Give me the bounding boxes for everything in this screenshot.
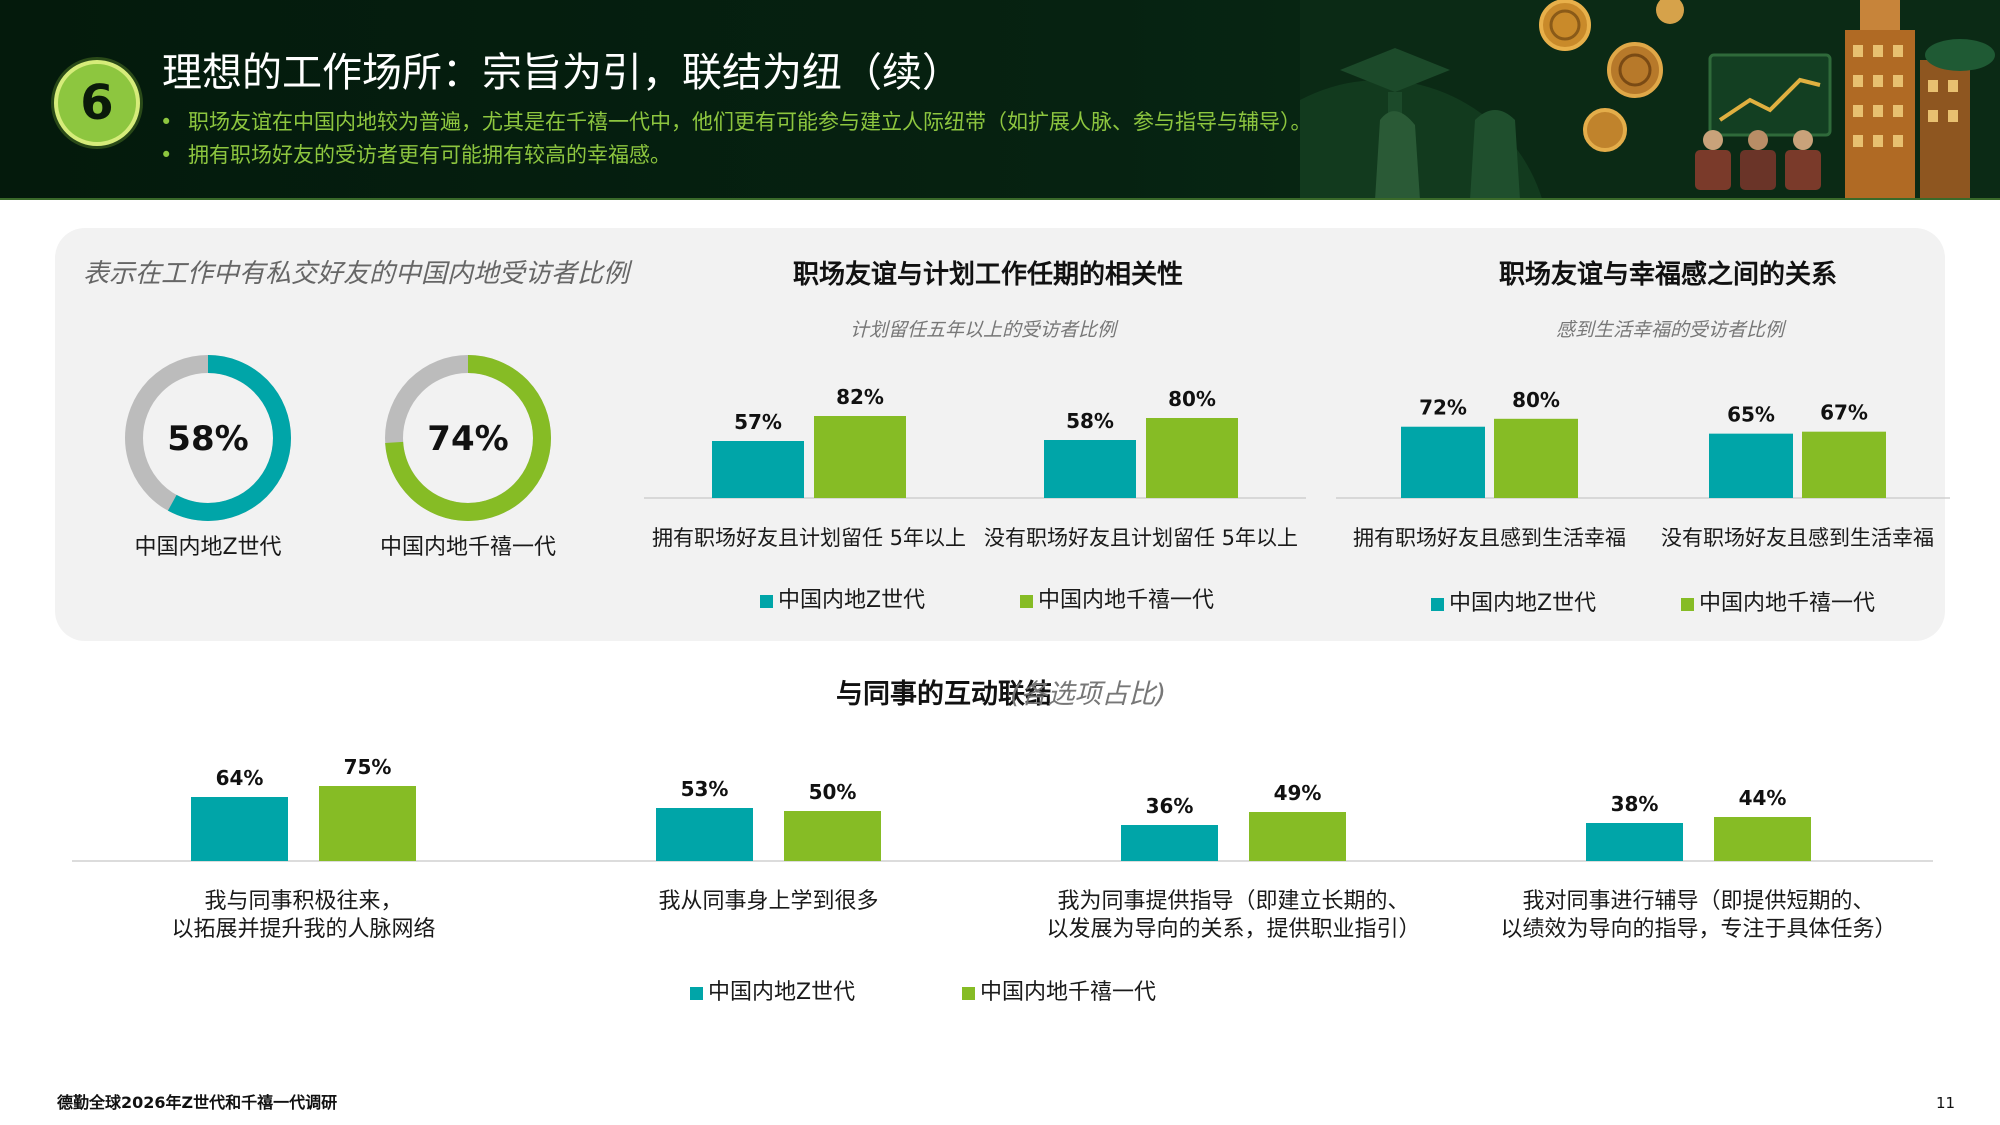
bar-value-label: 72% (1419, 396, 1467, 420)
category-label: 以拓展并提升我的人脉网络 (171, 917, 435, 942)
bar-value-label: 57% (734, 410, 782, 434)
donut-segment (385, 355, 551, 521)
bar-value-label: 80% (1168, 387, 1216, 411)
bar-millennial (1714, 817, 1811, 861)
bar-genz (1121, 825, 1218, 861)
bullet-item: • 职场友谊在中国内地较为普遍，尤其是在千禧一代中，他们更有可能参与建立人际纽带（… (160, 110, 1312, 134)
legend-swatch-millennial (1681, 598, 1694, 611)
bar-genz (191, 797, 288, 861)
category-label: 拥有职场好友且感到生活幸福 (1353, 526, 1626, 550)
donut-category-label: 中国内地千禧一代 (380, 535, 556, 560)
legend-swatch-millennial (1020, 595, 1033, 608)
legend-label-millennial: 中国内地千禧一代 (980, 980, 1156, 1005)
donut-category-label: 中国内地Z世代 (134, 535, 281, 560)
page-title: 理想的工作场所：宗旨为引，联结为纽（续） (162, 50, 962, 96)
tenure-chart-subtitle: 计划留任五年以上的受访者比例 (850, 319, 1119, 341)
category-label: 我对同事进行辅导（即提供短期的、 (1522, 889, 1874, 914)
bar-value-label: 65% (1727, 403, 1775, 427)
page-number: 11 (1936, 1094, 1956, 1112)
section-number-badge: 6 (54, 60, 140, 146)
legend-label-genz: 中国内地Z世代 (1449, 591, 1596, 616)
interaction-chart-title-note: (各选项占比) (1010, 679, 1166, 710)
bar-value-label: 75% (344, 755, 392, 779)
bar-millennial (1146, 418, 1238, 498)
category-label: 我从同事身上学到很多 (658, 889, 878, 914)
donut-segment (125, 355, 291, 521)
header-divider (0, 198, 2000, 200)
bar-millennial (1802, 431, 1886, 498)
happiness-chart-title: 职场友谊与幸福感之间的关系 (1499, 259, 1837, 290)
category-label: 没有职场好友且感到生活幸福 (1661, 526, 1934, 550)
bar-genz (656, 808, 753, 861)
legend-label-millennial: 中国内地千禧一代 (1699, 591, 1875, 616)
category-label: 没有职场好友且计划留任 5年以上 (984, 526, 1298, 550)
bar-millennial (1494, 418, 1578, 498)
bar-value-label: 80% (1512, 388, 1560, 412)
bar-value-label: 53% (681, 777, 729, 801)
legend-swatch-genz (690, 987, 703, 1000)
category-label: 以绩效为导向的指导，专注于具体任务） (1500, 917, 1896, 942)
legend-swatch-genz (760, 595, 773, 608)
bar-millennial (1249, 812, 1346, 861)
legend-label-genz: 中国内地Z世代 (708, 980, 855, 1005)
bar-genz (712, 441, 804, 498)
category-label: 我为同事提供指导（即建立长期的、 (1057, 889, 1409, 914)
bar-value-label: 38% (1611, 792, 1659, 816)
bar-value-label: 64% (216, 766, 264, 790)
bar-value-label: 36% (1146, 794, 1194, 818)
donut-chart-title: 表示在工作中有私交好友的中国内地受访者比例 (83, 259, 633, 289)
happiness-chart-subtitle: 感到生活幸福的受访者比例 (1556, 319, 1787, 341)
bar-millennial (784, 811, 881, 861)
summary-bullets: • 职场友谊在中国内地较为普遍，尤其是在千禧一代中，他们更有可能参与建立人际纽带（… (160, 106, 1312, 172)
bar-value-label: 82% (836, 385, 884, 409)
bar-value-label: 50% (809, 780, 857, 804)
top-charts-panel (55, 228, 1945, 641)
bullet-item: • 拥有职场好友的受访者更有可能拥有较高的幸福感。 (160, 143, 671, 167)
bar-genz (1401, 426, 1485, 498)
bar-genz (1709, 433, 1793, 498)
header-banner (0, 0, 2000, 200)
category-label: 我与同事积极往来， (204, 889, 402, 914)
footer-source: 德勤全球2026年Z世代和千禧一代调研 (57, 1093, 338, 1112)
legend-swatch-millennial (962, 987, 975, 1000)
bar-value-label: 58% (1066, 409, 1114, 433)
category-label: 拥有职场好友且计划留任 5年以上 (652, 526, 966, 550)
bar-value-label: 49% (1274, 781, 1322, 805)
interaction-chart-title: 与同事的互动联结 (836, 678, 1052, 710)
donut-value-label: 58% (167, 419, 248, 459)
bar-value-label: 44% (1739, 786, 1787, 810)
bar-genz (1586, 823, 1683, 861)
donut-value-label: 74% (427, 419, 508, 459)
bar-millennial (319, 786, 416, 861)
bar-value-label: 67% (1820, 401, 1868, 425)
tenure-chart-title: 职场友谊与计划工作任期的相关性 (793, 259, 1183, 290)
bar-genz (1044, 440, 1136, 498)
bar-millennial (814, 416, 906, 498)
legend-label-millennial: 中国内地千禧一代 (1038, 588, 1214, 613)
finance-illustration-icon (1300, 0, 2000, 200)
category-label: 以发展为导向的关系，提供职业指引） (1046, 917, 1420, 942)
legend-swatch-genz (1431, 598, 1444, 611)
legend-label-genz: 中国内地Z世代 (778, 588, 925, 613)
